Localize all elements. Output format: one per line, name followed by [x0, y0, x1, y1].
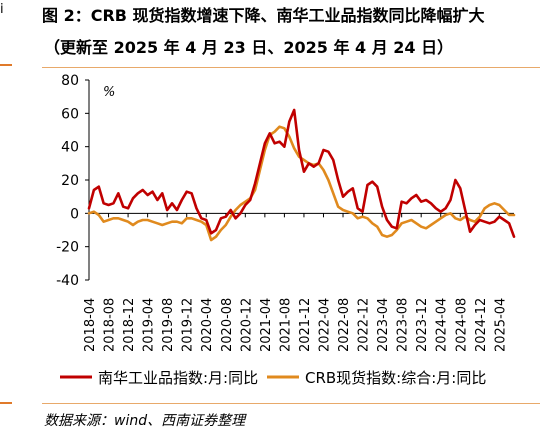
- left-edge-glyph: i: [0, 2, 4, 17]
- x-tick-label: 2021-12: [298, 298, 313, 352]
- figure-subtitle: （更新至 2025 年 4 月 23 日、2025 年 4 月 24 日）: [44, 38, 454, 57]
- x-tick-label: 2025-04: [493, 298, 508, 352]
- y-tick-label: 40: [61, 140, 79, 156]
- series-line-nanhua: [87, 108, 516, 238]
- legend-label: 南华工业品指数:月:同比: [98, 369, 258, 387]
- y-axis: -40 -20 0 20 40 60 80%: [56, 73, 115, 289]
- x-tick-label: 2018-08: [103, 298, 118, 352]
- series-line-crb: [87, 125, 516, 242]
- x-tick-label: 2023-12: [415, 298, 430, 352]
- x-tick-label: 2020-12: [239, 298, 254, 352]
- x-tick-label: 2021-04: [259, 298, 274, 352]
- x-tick-label: 2021-08: [278, 298, 293, 352]
- y-unit-label: %: [103, 85, 115, 100]
- top-left-marker: [0, 64, 12, 66]
- x-tick-label: 2023-04: [376, 298, 391, 352]
- y-tick-label: 80: [61, 73, 79, 89]
- y-tick-label: 0: [70, 206, 79, 222]
- x-tick-label: 2018-04: [83, 298, 98, 352]
- y-tick-label: -20: [56, 240, 79, 256]
- y-tick-label: -40: [56, 273, 79, 289]
- x-tick-label: 2020-04: [200, 298, 215, 352]
- x-axis: 2018-04 2018-08 2018-12 2019-04 2019-08 2019-…: [83, 212, 514, 352]
- x-tick-label: 2019-12: [181, 298, 196, 352]
- x-tick-label: 2022-04: [317, 298, 332, 352]
- x-tick-label: 2022-12: [357, 298, 372, 352]
- x-tick-label: 2019-04: [142, 298, 157, 352]
- bottom-divider: [42, 403, 540, 404]
- figure-title: 图 2：CRB 现货指数增速下降、南华工业品指数同比降幅扩大: [42, 6, 485, 25]
- bottom-left-marker: [0, 402, 12, 404]
- x-tick-label: 2019-08: [161, 298, 176, 352]
- x-tick-label: 2020-08: [220, 298, 235, 352]
- y-tick-label: 20: [61, 173, 79, 189]
- legend: 南华工业品指数:月:同比 CRB现货指数:综合:月:同比: [60, 369, 486, 387]
- x-tick-label: 2018-12: [122, 298, 137, 352]
- x-tick-label: 2023-08: [396, 298, 411, 352]
- x-tick-label: 2022-08: [337, 298, 352, 352]
- x-tick-label: 2024-04: [435, 298, 450, 352]
- x-tick-label: 2024-08: [454, 298, 469, 352]
- series-lines: [87, 108, 516, 242]
- legend-label: CRB现货指数:综合:月:同比: [305, 369, 486, 387]
- top-divider: [42, 67, 540, 68]
- source-note: 数据来源：wind、西南证券整理: [44, 413, 246, 429]
- x-tick-label: 2024-12: [474, 298, 489, 352]
- y-tick-label: 60: [61, 106, 79, 122]
